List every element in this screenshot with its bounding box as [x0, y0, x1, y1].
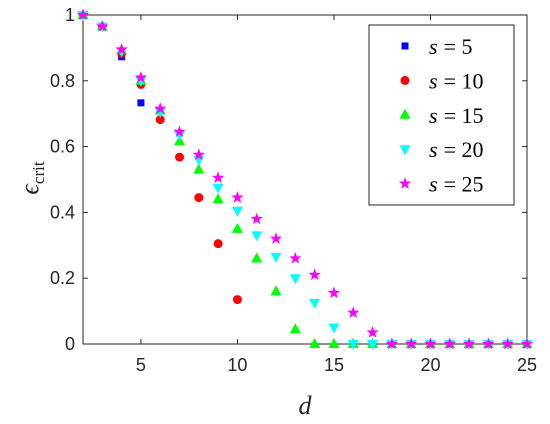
data-point [154, 102, 167, 115]
y-tick-label: 0.8 [50, 71, 75, 91]
x-axis-label: d [299, 391, 313, 420]
data-point [289, 323, 301, 334]
data-point [213, 239, 223, 249]
data-point [482, 337, 495, 350]
data-point [308, 268, 321, 281]
legend-marker [400, 75, 410, 85]
legend-marker [399, 108, 411, 119]
legend-box [368, 24, 515, 206]
x-tick-label: 5 [136, 355, 146, 375]
data-point [212, 183, 224, 194]
data-point [173, 125, 186, 138]
legend-entry-label: s = 25 [429, 172, 483, 197]
data-point [289, 274, 301, 285]
data-point [175, 152, 185, 162]
data-point [211, 171, 225, 184]
data-point [366, 325, 379, 338]
data-point [309, 298, 321, 309]
data-point [328, 323, 340, 334]
data-point [155, 115, 165, 125]
data-point [269, 232, 283, 244]
data-point [270, 285, 282, 296]
data-point [137, 99, 145, 107]
y-tick-label: 0 [65, 334, 75, 354]
data-point [134, 71, 148, 83]
data-point [231, 206, 243, 217]
y-tick-label: 1 [65, 5, 75, 25]
y-tick-label: 0.4 [50, 202, 75, 222]
data-point [520, 337, 534, 350]
data-point [251, 252, 263, 263]
series-s-25 [76, 8, 534, 350]
x-tick-label: 15 [324, 355, 344, 375]
legend-entry-label: s = 10 [429, 68, 483, 93]
data-point [193, 163, 205, 174]
data-point [192, 148, 206, 161]
data-point [347, 340, 359, 350]
axis-ticks: 5 10 15 20 25 0 0.2 0.4 0.6 0.8 1 [50, 5, 537, 375]
y-tick-label: 0.6 [50, 137, 75, 157]
legend-entry-label: s = 20 [429, 137, 483, 162]
data-point [270, 252, 282, 263]
data-point [251, 231, 263, 242]
data-point [327, 286, 341, 299]
data-point [328, 338, 340, 348]
data-point [96, 20, 109, 32]
x-tick-label: 25 [517, 355, 537, 375]
legend-entry-label: s = 15 [429, 103, 483, 128]
legend-marker [399, 145, 411, 156]
data-point [385, 337, 399, 350]
data-point [404, 337, 418, 350]
data-point [443, 337, 456, 350]
data-point [289, 251, 302, 264]
x-tick-label: 10 [227, 355, 247, 375]
legend-entry-label: s = 5 [429, 34, 472, 59]
data-point [347, 306, 360, 319]
y-axis-label: ϵcrit [15, 161, 48, 194]
data-point [76, 8, 90, 21]
data-point [367, 340, 379, 350]
data-point [194, 193, 204, 203]
data-point [424, 337, 437, 350]
data-point [309, 338, 321, 348]
x-tick-label: 20 [420, 355, 440, 375]
data-series [76, 8, 534, 350]
data-point [115, 43, 128, 55]
data-point [212, 193, 224, 204]
legend-marker [401, 42, 409, 50]
legend-marker [398, 177, 412, 189]
data-point [231, 191, 244, 203]
data-point [462, 337, 476, 350]
data-point [232, 295, 242, 305]
legend: s = 5 s = 10 s = 15 s = 20 s = 25 [368, 24, 515, 206]
y-tick-label: 0.2 [50, 268, 75, 288]
data-point [250, 212, 263, 225]
data-point [501, 337, 514, 350]
data-point [231, 222, 243, 233]
